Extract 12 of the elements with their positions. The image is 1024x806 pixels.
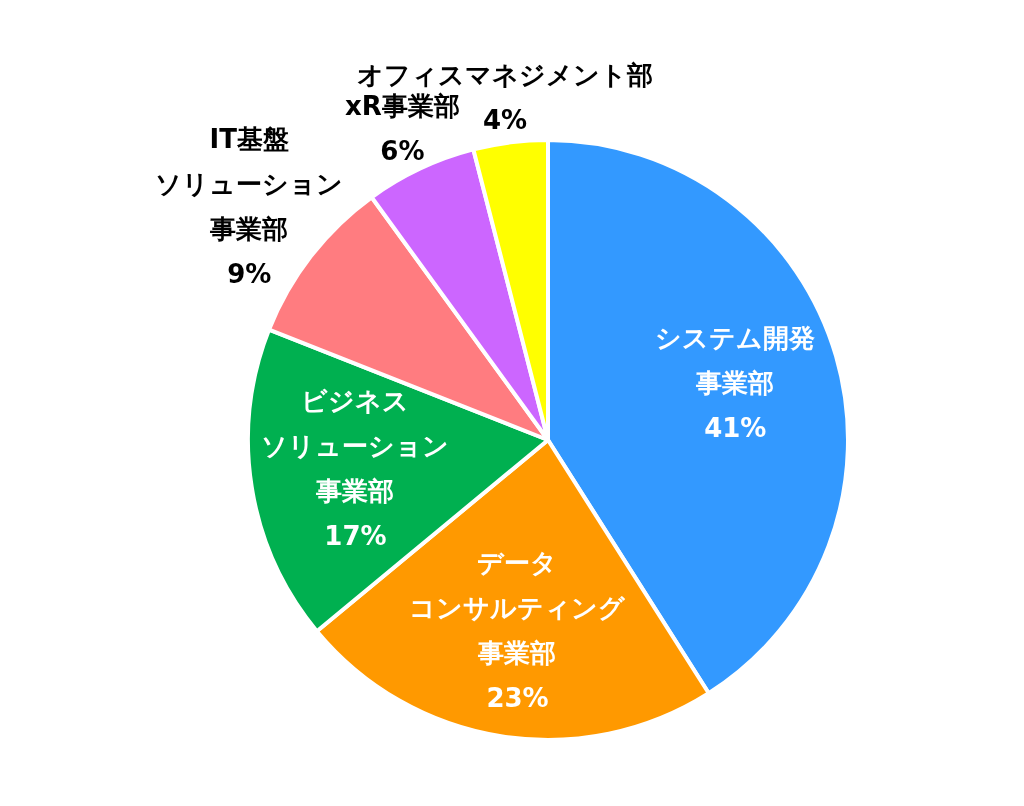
slice-label: IT基盤ソリューション事業部 bbox=[155, 123, 344, 244]
slice-label: ビジネスソリューション事業部 bbox=[261, 385, 450, 506]
slice-label: オフィスマネジメント部 bbox=[357, 60, 654, 91]
slice-label: データコンサルティング事業部 bbox=[409, 547, 627, 668]
data-label: 6% bbox=[380, 135, 425, 166]
data-label: 41% bbox=[704, 413, 767, 444]
data-label: 9% bbox=[227, 258, 272, 289]
data-label: 4% bbox=[482, 105, 528, 136]
slice-label: xR事業部 bbox=[344, 90, 460, 121]
data-label: 17% bbox=[324, 520, 387, 551]
slice-label: システム開発事業部 bbox=[655, 323, 816, 399]
data-label: 23% bbox=[486, 682, 549, 713]
